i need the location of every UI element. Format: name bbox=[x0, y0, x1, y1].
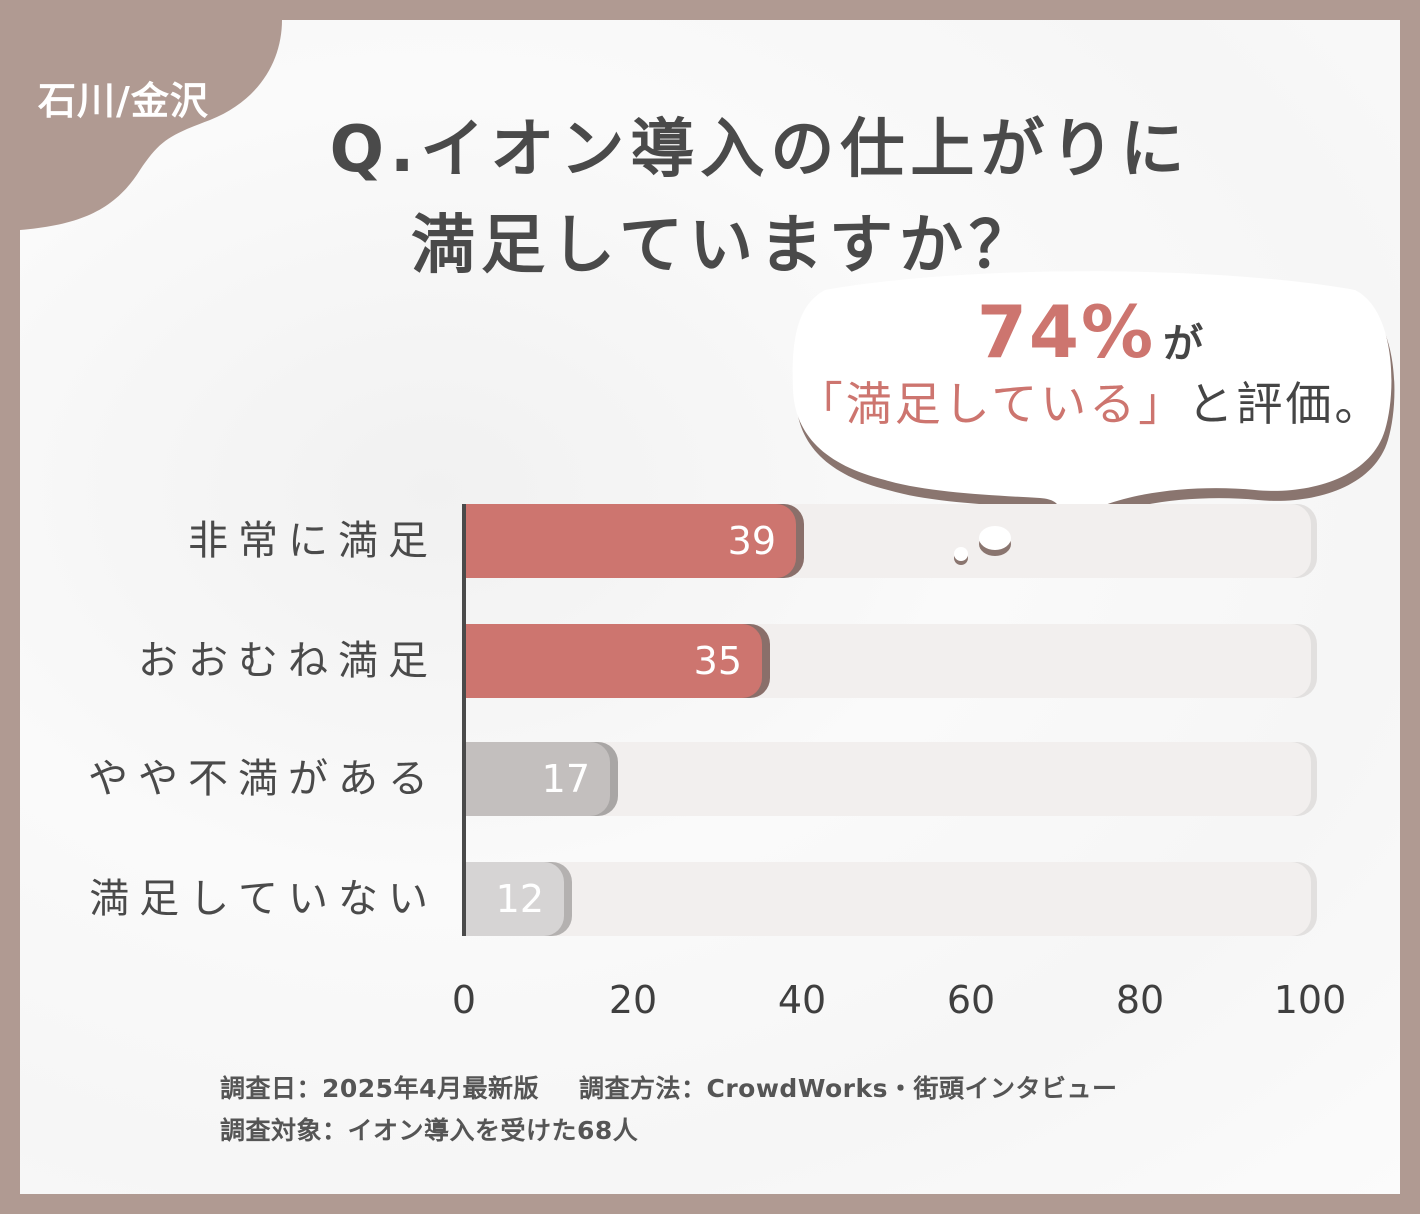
title-line-1: Q.イオン導入の仕上がりに bbox=[329, 113, 1191, 187]
x-tick: 100 bbox=[1273, 978, 1347, 1022]
category-label: やや不満がある bbox=[88, 756, 438, 802]
callout-percent: 74% bbox=[976, 290, 1156, 374]
survey-footer: 調査日：2025年4月最新版 調査方法：CrowdWorks・街頭インタビュー 調… bbox=[220, 1068, 1118, 1152]
bar-value: 17 bbox=[541, 757, 590, 801]
x-tick: 20 bbox=[608, 978, 658, 1022]
x-tick: 80 bbox=[1115, 978, 1165, 1022]
survey-method: 調査方法：CrowdWorks・街頭インタビュー bbox=[578, 1074, 1118, 1103]
survey-target: 調査対象：イオン導入を受けた68人 bbox=[220, 1116, 639, 1145]
bar: 17 bbox=[466, 742, 610, 816]
bar-value: 35 bbox=[693, 639, 742, 683]
corner-blob-shape bbox=[20, 20, 282, 230]
category-label: 満足していない bbox=[89, 876, 438, 922]
chart-row: おおむね満足 35 bbox=[20, 624, 1400, 698]
chart-row: 満足していない 12 bbox=[20, 862, 1400, 936]
category-label: おおむね満足 bbox=[138, 638, 438, 684]
bar-value: 39 bbox=[727, 519, 776, 563]
bar-value: 12 bbox=[495, 877, 544, 921]
callout-quote: 「満足している」 bbox=[796, 377, 1188, 431]
callout-ga: が bbox=[1163, 321, 1204, 367]
bar: 39 bbox=[466, 504, 796, 578]
title-line-2: 満足していますか？ bbox=[410, 209, 1040, 283]
region-tag: 石川/金沢 bbox=[38, 79, 209, 123]
x-tick: 60 bbox=[946, 978, 996, 1022]
callout-tail: と評価。 bbox=[1187, 377, 1384, 431]
y-axis-line bbox=[462, 504, 466, 936]
speech-bubble-shape bbox=[792, 271, 1395, 540]
bar-track bbox=[466, 862, 1311, 936]
bar: 35 bbox=[466, 624, 762, 698]
bubble-dot-large bbox=[979, 526, 1011, 550]
chart-row: 非常に満足 39 bbox=[20, 504, 1400, 578]
x-tick: 0 bbox=[451, 978, 477, 1022]
x-tick: 40 bbox=[777, 978, 827, 1022]
category-label: 非常に満足 bbox=[188, 518, 438, 564]
survey-date: 調査日：2025年4月最新版 bbox=[220, 1074, 539, 1103]
infographic-card: 石川/金沢 Q.イオン導入の仕上がりに 満足していますか？ 74% が 「満足して… bbox=[20, 20, 1400, 1194]
bar: 12 bbox=[466, 862, 564, 936]
bubble-dot-small bbox=[954, 547, 968, 561]
page-title: Q.イオン導入の仕上がりに 満足していますか？ bbox=[20, 102, 1400, 294]
chart-row: やや不満がある 17 bbox=[20, 742, 1400, 816]
callout-text: 74% が 「満足している」と評価。 bbox=[785, 290, 1395, 434]
x-axis-ticks: 0 20 40 60 80 100 bbox=[20, 978, 1400, 1028]
